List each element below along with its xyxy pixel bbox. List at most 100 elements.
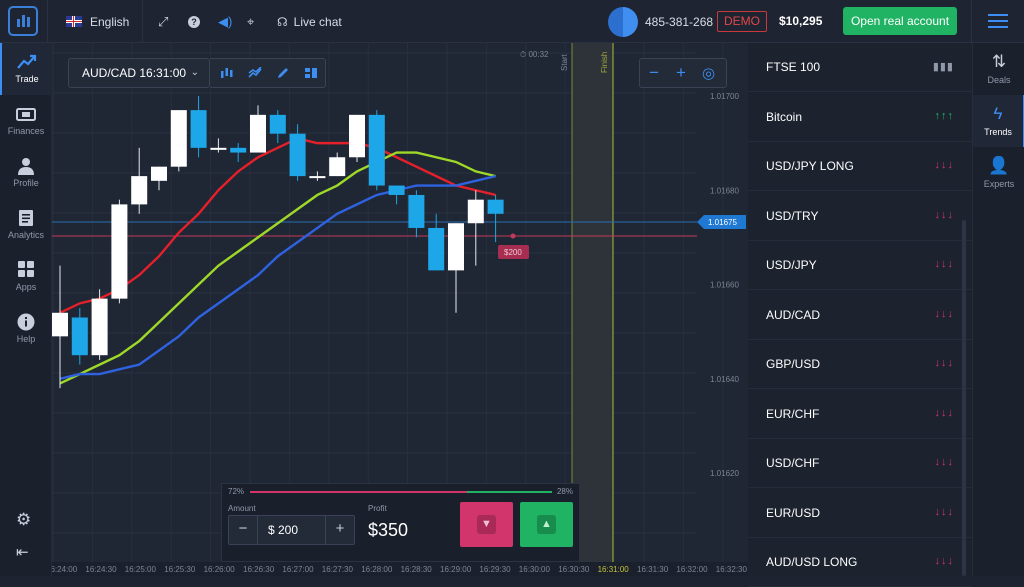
document-icon — [19, 210, 33, 226]
trend-arrows-icon: ↓↓↓ — [934, 456, 954, 468]
x-tick-label: 16:25:00 — [125, 565, 157, 574]
lightning-icon: ϟ — [993, 104, 1003, 123]
asset-row[interactable]: USD/JPY ↓↓↓ — [748, 241, 972, 290]
trend-arrows-icon: ▮▮▮ — [932, 61, 954, 73]
asset-name: USD/JPY — [766, 258, 817, 272]
asset-row[interactable]: AUD/CAD ↓↓↓ — [748, 291, 972, 340]
start-label: Start — [560, 53, 569, 71]
asset-row[interactable]: USD/TRY ↓↓↓ — [748, 192, 972, 241]
right-nav: ⇅ Deals ϟ Trends 👤 Experts — [972, 43, 1024, 576]
nav-help[interactable]: Help — [0, 303, 52, 355]
candles-icon[interactable] — [220, 67, 234, 79]
asset-row[interactable]: USD/CHF ↓↓↓ — [748, 439, 972, 488]
candle-body — [151, 166, 167, 181]
sentiment-bar — [250, 491, 552, 493]
trend-arrows-icon: ↓↓↓ — [934, 307, 954, 320]
asset-row[interactable]: EUR/USD ↓↓↓ — [748, 489, 972, 538]
target-icon[interactable]: ◎ — [702, 65, 716, 82]
layout-icon[interactable] — [304, 67, 318, 79]
nav-deals[interactable]: ⇅ Deals — [973, 43, 1024, 95]
fullscreen-icon[interactable]: ⤢ — [158, 13, 169, 29]
price-chart[interactable]: Start Finish ⏱ 00:32 1.01700 1.01680 1.01660 1… — [52, 43, 748, 562]
profit-label: Profit — [368, 504, 387, 513]
sound-icon[interactable]: ◀) — [218, 13, 233, 29]
asset-name: EUR/CHF — [766, 406, 820, 421]
candle-body — [230, 147, 247, 153]
indicators-icon[interactable] — [248, 67, 262, 79]
asset-row[interactable]: FTSE 100 ▮▮▮ — [748, 43, 972, 92]
asset-name: AUD/USD LONG — [766, 555, 858, 569]
nav-label: Help — [16, 334, 36, 344]
asset-row[interactable]: USD/JPY LONG ↓↓↓ — [748, 142, 972, 191]
minus-button[interactable]: − — [229, 516, 258, 544]
open-real-account-button[interactable]: Open real account — [843, 7, 957, 35]
top-bar: English ⤢ ? ◀) ⌖ ☊ Live chat 485-381-268… — [0, 0, 1024, 43]
trend-arrows-icon: ↑↑↑ — [934, 109, 954, 122]
language-label: English — [90, 14, 130, 29]
nav-label: Apps — [15, 282, 37, 292]
assets-list: FTSE 100 ▮▮▮ Bitcoin ↑↑↑ USD/JPY LONG ↓↓↓ USD/… — [748, 43, 972, 587]
nav-experts[interactable]: 👤 Experts — [973, 147, 1024, 199]
chart-svg[interactable]: Start Finish ⏱ 00:32 1.01700 1.01680 1.01660 1… — [52, 43, 748, 562]
x-tick-label: 16:30:30 — [558, 565, 590, 574]
asset-row[interactable]: EUR/CHF ↓↓↓ — [748, 390, 972, 439]
nav-apps[interactable]: Apps — [0, 251, 52, 303]
asset-name: AUD/CAD — [766, 307, 821, 322]
nav-profile[interactable]: Profile — [0, 147, 52, 199]
candle-body — [52, 312, 68, 337]
down-button[interactable]: ▼ — [460, 502, 513, 547]
avatar[interactable] — [608, 7, 638, 37]
y-tick-label: 1.01660 — [710, 281, 739, 290]
plus-button[interactable]: + — [325, 516, 354, 544]
grid-icon — [18, 261, 34, 277]
logo-icon[interactable] — [8, 6, 38, 36]
account-id: 485-381-268 — [645, 14, 714, 29]
nav-label: Trends — [984, 127, 1012, 137]
settings-icon[interactable]: ⚙ — [16, 510, 32, 529]
x-tick-label: 16:32:30 — [716, 565, 748, 574]
x-tick-label: 16:24:00 — [52, 565, 78, 574]
assets-scrollbar[interactable] — [962, 220, 966, 576]
zoom-in-icon[interactable]: + — [676, 63, 686, 82]
menu-icon[interactable] — [988, 14, 1008, 29]
time-axis: 16:24:00 16:24:30 16:25:00 16:25:30 16:26:00… — [52, 562, 748, 576]
y-tick-label: 1.01680 — [710, 186, 739, 195]
trend-arrows-icon: ↓↓↓ — [934, 258, 954, 270]
trend-arrows-icon: ↓↓↓ — [934, 159, 954, 171]
crosshair-icon[interactable]: ⌖ — [247, 13, 255, 29]
logout-icon[interactable]: ⇤ — [16, 544, 29, 561]
y-tick-label: 1.01640 — [710, 375, 739, 384]
trend-arrows-icon: ↓↓↓ — [934, 208, 954, 221]
headset-icon: ☊ — [277, 14, 288, 29]
live-chat-button[interactable]: ☊ Live chat — [277, 0, 342, 43]
nav-analytics[interactable]: Analytics — [0, 199, 52, 251]
asset-row[interactable]: GBP/USD ↓↓↓ — [748, 340, 972, 389]
language-selector[interactable]: English — [66, 0, 129, 43]
asset-selector[interactable]: AUD/CAD 16:31:00 ⌄ — [68, 58, 210, 88]
up-button[interactable]: ▲ — [520, 502, 573, 547]
nav-trade[interactable]: Trade — [0, 43, 52, 95]
nav-finances[interactable]: Finances — [0, 95, 52, 147]
trade-marker-box — [498, 245, 529, 259]
amount-value[interactable]: $ 200 — [268, 523, 299, 537]
draw-pencil-icon[interactable] — [276, 67, 290, 79]
help-circle-icon[interactable]: ? — [188, 0, 200, 43]
left-nav: Trade Finances Profile Analytics Apps He… — [0, 43, 52, 576]
asset-row[interactable]: AUD/USD LONG ↓↓↓ — [748, 538, 972, 587]
moving-average-line — [59, 174, 496, 380]
nav-trends[interactable]: ϟ Trends — [973, 95, 1024, 147]
uk-flag-icon — [66, 16, 82, 27]
zoom-out-icon[interactable]: − — [649, 63, 659, 82]
nav-label: Trade — [15, 74, 39, 84]
chevron-down-icon: ⌄ — [190, 67, 199, 78]
demo-badge[interactable]: DEMO — [717, 11, 767, 32]
candle-body — [428, 227, 445, 271]
candle-body — [467, 199, 484, 224]
finish-label: Finish — [600, 52, 609, 73]
sort-icon: ⇅ — [991, 52, 1007, 71]
asset-name: USD/CHF — [766, 456, 820, 470]
trend-arrows-icon: ↓↓↓ — [934, 505, 954, 518]
amount-stepper[interactable]: − $ 200 + — [228, 515, 355, 545]
asset-row[interactable]: Bitcoin ↑↑↑ — [748, 93, 972, 142]
candle-body — [190, 110, 207, 148]
